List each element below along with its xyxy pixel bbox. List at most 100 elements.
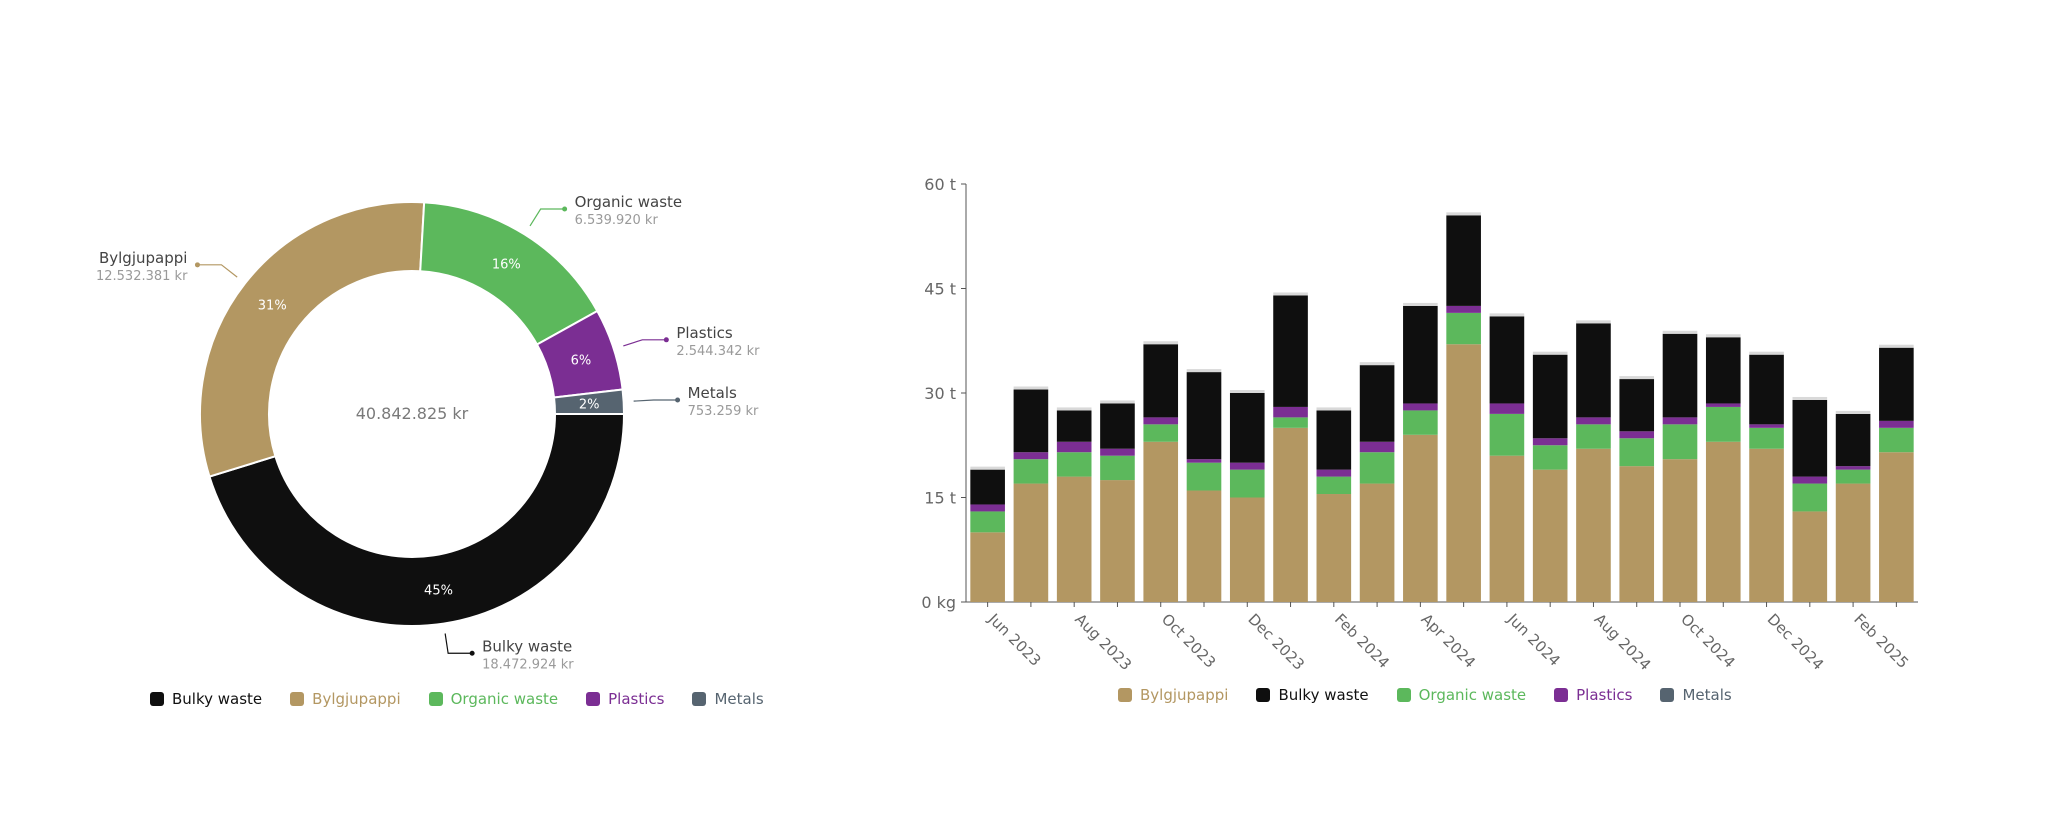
- bar-segment-organic-waste[interactable]: [1489, 413, 1525, 456]
- bar-segment-plastics[interactable]: [1705, 403, 1741, 407]
- bar-segment-bylgjupappi[interactable]: [1879, 452, 1914, 602]
- donut-legend-item-organic-waste[interactable]: Organic waste: [428, 690, 558, 708]
- bar-segment-bulky-waste[interactable]: [1835, 413, 1871, 467]
- bar-segment-bylgjupappi[interactable]: [1705, 441, 1741, 602]
- bar-segment-bylgjupappi[interactable]: [1532, 469, 1568, 602]
- bar-segment-organic-waste[interactable]: [1532, 445, 1568, 470]
- bar-segment-organic-waste[interactable]: [1056, 452, 1092, 477]
- bar-segment-plastics[interactable]: [1619, 431, 1655, 439]
- bar-segment-organic-waste[interactable]: [1403, 410, 1438, 435]
- bar-legend-item-organic-waste[interactable]: Organic waste: [1396, 686, 1526, 704]
- bar-segment-plastics[interactable]: [1100, 448, 1135, 456]
- bar-segment-bylgjupappi[interactable]: [1489, 455, 1525, 602]
- donut-slice-metals[interactable]: [552, 388, 626, 415]
- bar-segment-bylgjupappi[interactable]: [1792, 511, 1828, 602]
- donut-slice-bulky-waste[interactable]: [208, 413, 626, 627]
- bar-segment-bulky-waste[interactable]: [1576, 323, 1611, 418]
- bar-segment-bylgjupappi[interactable]: [1446, 344, 1481, 602]
- bar-segment-bulky-waste[interactable]: [1662, 333, 1698, 418]
- bar-segment-bulky-waste[interactable]: [1792, 399, 1828, 477]
- bar-segment-organic-waste[interactable]: [1879, 427, 1914, 453]
- bar-segment-bulky-waste[interactable]: [1229, 393, 1265, 463]
- donut-legend-item-plastics[interactable]: Plastics: [586, 690, 664, 708]
- bar-segment-plastics[interactable]: [1273, 406, 1308, 418]
- donut-legend-item-bylgjupappi[interactable]: Bylgjupappi: [290, 690, 401, 708]
- bar-segment-bylgjupappi[interactable]: [970, 532, 1005, 602]
- bar-segment-organic-waste[interactable]: [1662, 424, 1698, 460]
- donut-slice-bylgjupappi[interactable]: [199, 201, 426, 478]
- bar-segment-plastics[interactable]: [1835, 466, 1871, 470]
- donut-slice-organic-waste[interactable]: [419, 201, 599, 346]
- donut-legend-item-bulky-waste[interactable]: Bulky waste: [150, 690, 262, 708]
- bar-segment-plastics[interactable]: [1532, 438, 1568, 446]
- bar-segment-plastics[interactable]: [1359, 441, 1395, 453]
- bar-segment-organic-waste[interactable]: [1273, 417, 1308, 428]
- donut-legend-item-metals[interactable]: Metals: [692, 690, 764, 708]
- bar-segment-plastics[interactable]: [1489, 403, 1525, 414]
- bar-segment-organic-waste[interactable]: [1749, 427, 1784, 449]
- bar-segment-plastics[interactable]: [1879, 420, 1914, 428]
- bar-segment-organic-waste[interactable]: [1100, 455, 1135, 481]
- bar-segment-bulky-waste[interactable]: [1705, 337, 1741, 404]
- bar-segment-organic-waste[interactable]: [1446, 312, 1481, 345]
- bar-segment-plastics[interactable]: [1403, 403, 1438, 411]
- bar-segment-plastics[interactable]: [1576, 417, 1611, 425]
- bar-segment-plastics[interactable]: [1186, 459, 1222, 463]
- bar-segment-bulky-waste[interactable]: [1879, 347, 1914, 421]
- bar-segment-plastics[interactable]: [1143, 417, 1179, 425]
- bar-segment-plastics[interactable]: [1662, 417, 1698, 425]
- bar-segment-organic-waste[interactable]: [1619, 438, 1655, 467]
- bar-segment-plastics[interactable]: [1229, 462, 1265, 470]
- bar-segment-bulky-waste[interactable]: [1749, 354, 1784, 425]
- bar-segment-plastics[interactable]: [1013, 452, 1049, 460]
- bar-segment-bulky-waste[interactable]: [1143, 344, 1179, 418]
- bar-segment-bulky-waste[interactable]: [1186, 372, 1222, 460]
- bar-segment-bulky-waste[interactable]: [1619, 379, 1655, 432]
- bar-segment-plastics[interactable]: [1056, 441, 1092, 453]
- bar-segment-bylgjupappi[interactable]: [1273, 427, 1308, 602]
- bar-segment-bylgjupappi[interactable]: [1619, 466, 1655, 602]
- bar-segment-bulky-waste[interactable]: [1489, 316, 1525, 404]
- bar-segment-plastics[interactable]: [1749, 424, 1784, 428]
- bar-segment-bulky-waste[interactable]: [1403, 305, 1438, 404]
- bar-segment-organic-waste[interactable]: [1576, 424, 1611, 449]
- bar-legend-item-bulky-waste[interactable]: Bulky waste: [1256, 686, 1369, 704]
- bar-segment-bulky-waste[interactable]: [1100, 403, 1135, 449]
- bar-segment-organic-waste[interactable]: [1143, 424, 1179, 442]
- bar-segment-bylgjupappi[interactable]: [1056, 476, 1092, 602]
- bar-segment-bulky-waste[interactable]: [1273, 295, 1308, 407]
- bar-segment-organic-waste[interactable]: [1705, 406, 1741, 442]
- bar-segment-bylgjupappi[interactable]: [1013, 483, 1049, 602]
- bar-segment-bulky-waste[interactable]: [1013, 389, 1049, 453]
- bar-segment-bulky-waste[interactable]: [1446, 215, 1481, 306]
- bar-segment-organic-waste[interactable]: [1013, 459, 1049, 484]
- bar-segment-bylgjupappi[interactable]: [1835, 483, 1871, 602]
- bar-segment-bylgjupappi[interactable]: [1229, 497, 1265, 603]
- bar-segment-plastics[interactable]: [1316, 469, 1352, 477]
- bar-segment-organic-waste[interactable]: [1835, 469, 1871, 484]
- bar-segment-bulky-waste[interactable]: [1359, 365, 1395, 442]
- bar-segment-bulky-waste[interactable]: [1532, 354, 1568, 439]
- bar-segment-organic-waste[interactable]: [1229, 469, 1265, 498]
- bar-segment-bylgjupappi[interactable]: [1100, 480, 1135, 602]
- bar-segment-bylgjupappi[interactable]: [1316, 494, 1352, 602]
- bar-segment-bylgjupappi[interactable]: [1359, 483, 1395, 602]
- bar-segment-plastics[interactable]: [1446, 305, 1481, 313]
- bar-legend-item-plastics[interactable]: Plastics: [1554, 686, 1632, 704]
- bar-segment-organic-waste[interactable]: [1186, 462, 1222, 491]
- bar-segment-bylgjupappi[interactable]: [1662, 459, 1698, 602]
- bar-legend-item-metals[interactable]: Metals: [1660, 686, 1732, 704]
- bar-segment-organic-waste[interactable]: [1359, 452, 1395, 484]
- bar-segment-organic-waste[interactable]: [1316, 476, 1352, 495]
- bar-segment-bulky-waste[interactable]: [1316, 410, 1352, 470]
- bar-segment-organic-waste[interactable]: [1792, 483, 1828, 512]
- bar-segment-bulky-waste[interactable]: [970, 469, 1005, 505]
- bar-segment-bylgjupappi[interactable]: [1143, 441, 1179, 602]
- bar-segment-bylgjupappi[interactable]: [1403, 434, 1438, 602]
- bar-segment-bulky-waste[interactable]: [1056, 410, 1092, 442]
- bar-legend-item-bylgjupappi[interactable]: Bylgjupappi: [1118, 686, 1228, 704]
- bar-segment-plastics[interactable]: [1792, 476, 1828, 484]
- bar-segment-bylgjupappi[interactable]: [1576, 448, 1611, 602]
- bar-segment-bylgjupappi[interactable]: [1749, 448, 1784, 602]
- bar-segment-organic-waste[interactable]: [970, 511, 1005, 533]
